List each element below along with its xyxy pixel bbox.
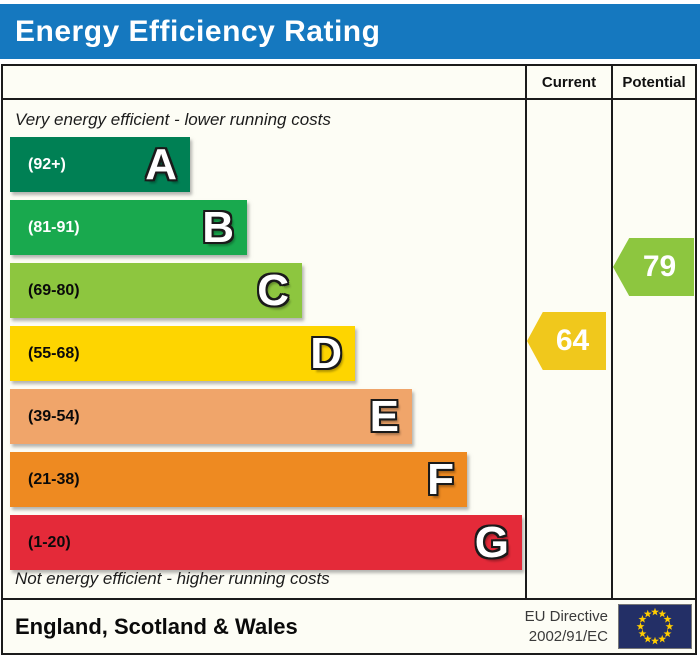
table-body-row: Very energy efficient - lower running co…	[3, 100, 695, 598]
column-header-current: Current	[525, 66, 611, 98]
potential-rating-value: 79	[642, 250, 677, 283]
current-rating-arrow: 64	[527, 312, 606, 370]
table-header-row: Current Potential	[3, 66, 695, 100]
band-range-label: (21-38)	[28, 470, 80, 488]
band-letter: D	[310, 328, 342, 378]
bands-column: Very energy efficient - lower running co…	[3, 100, 525, 598]
band-f: (21-38) F	[10, 452, 467, 507]
band-letter: A	[145, 139, 177, 189]
region-label: England, Scotland & Wales	[15, 613, 298, 639]
band-a: (92+) A	[10, 137, 190, 192]
band-range-label: (69-80)	[28, 281, 80, 299]
band-letter: G	[474, 517, 509, 567]
potential-rating-arrow: 79	[613, 238, 694, 296]
band-range-label: (81-91)	[28, 218, 80, 236]
rating-table: Current Potential Very energy efficient …	[1, 64, 697, 655]
band-d: (55-68) D	[10, 326, 355, 381]
caption-not-efficient: Not energy efficient - higher running co…	[15, 569, 330, 588]
potential-column: 79	[611, 100, 695, 598]
band-b: (81-91) B	[10, 200, 247, 255]
eu-flag-icon	[618, 604, 692, 649]
band-letter: B	[202, 202, 234, 252]
eu-directive-line2: 2002/91/EC	[528, 627, 608, 645]
eu-directive-line1: EU Directive	[524, 608, 608, 625]
header-spacer-cell	[3, 66, 525, 98]
title-bar: Energy Efficiency Rating	[0, 4, 700, 59]
page-title: Energy Efficiency Rating	[15, 14, 381, 48]
band-g: (1-20) G	[10, 515, 522, 570]
eu-directive-label: EU Directive 2002/91/EC	[525, 607, 608, 646]
current-column: 64	[525, 100, 611, 598]
band-e: (39-54) E	[10, 389, 412, 444]
band-letter: C	[257, 265, 289, 315]
band-range-label: (1-20)	[28, 533, 71, 551]
table-footer-row: England, Scotland & Wales EU Directive 2…	[3, 598, 695, 653]
current-rating-value: 64	[555, 324, 590, 357]
band-range-label: (92+)	[28, 155, 66, 173]
column-header-potential: Potential	[611, 66, 695, 98]
band-letter: E	[369, 391, 399, 441]
rating-bands: (92+) A (81-91) B (69-80) C (55-68) D	[10, 137, 525, 578]
band-c: (69-80) C	[10, 263, 302, 318]
band-range-label: (39-54)	[28, 407, 80, 425]
band-range-label: (55-68)	[28, 344, 80, 362]
band-letter: F	[427, 454, 454, 504]
caption-very-efficient: Very energy efficient - lower running co…	[15, 110, 331, 129]
